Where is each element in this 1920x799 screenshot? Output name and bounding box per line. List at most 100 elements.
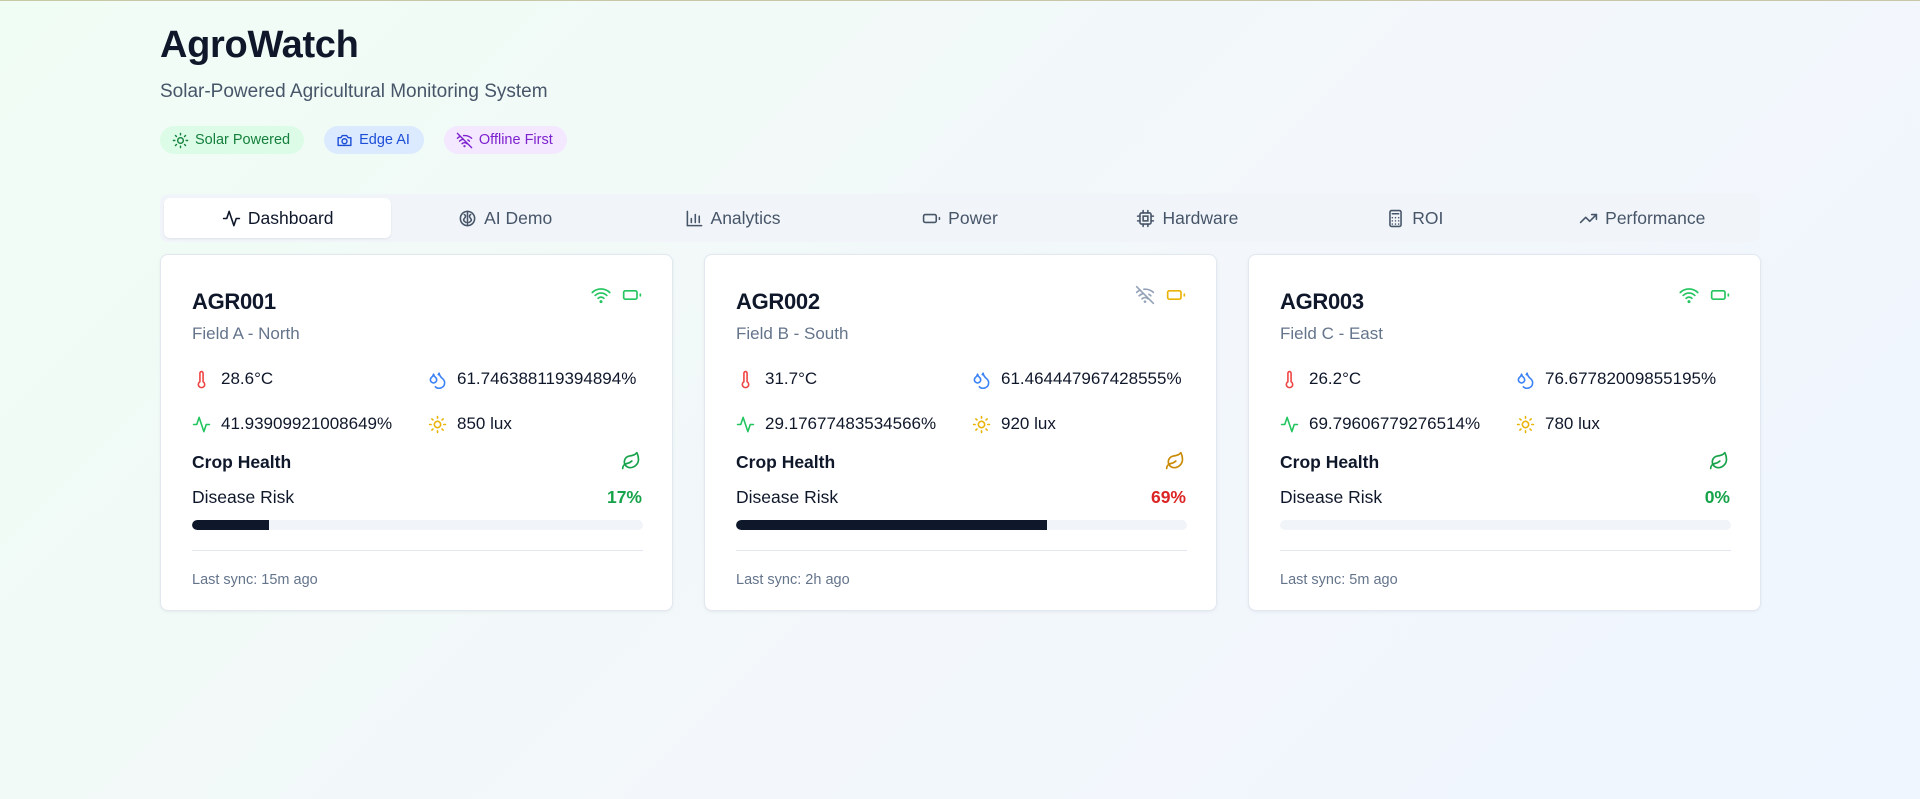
activity-icon bbox=[222, 210, 241, 226]
wifi-off-icon bbox=[1135, 285, 1155, 305]
humidity-reading: 61.464447967428555% bbox=[972, 369, 1182, 389]
tab-label: Analytics bbox=[710, 207, 781, 228]
tab-label: ROI bbox=[1412, 207, 1444, 228]
temperature-reading: 28.6°C bbox=[192, 369, 273, 389]
temperature-value: 26.2°C bbox=[1309, 369, 1362, 388]
humidity-value: 76.67782009855195% bbox=[1545, 369, 1717, 388]
soil-moisture-value: 41.93909921008649% bbox=[221, 414, 393, 433]
badge-solar-powered: Solar Powered bbox=[160, 126, 305, 154]
battery-icon bbox=[622, 290, 642, 300]
wifi-icon bbox=[591, 288, 611, 304]
badge-edge-ai: Edge AI bbox=[324, 126, 424, 154]
temperature-reading: 26.2°C bbox=[1280, 369, 1361, 389]
disease-risk-bar bbox=[736, 520, 1187, 530]
temperature-value: 31.7°C bbox=[765, 369, 818, 388]
tab-analytics[interactable]: Analytics bbox=[619, 198, 846, 238]
humidity-reading: 76.67782009855195% bbox=[1516, 369, 1716, 389]
disease-risk-bar bbox=[1280, 520, 1731, 530]
tab-label: Performance bbox=[1605, 207, 1706, 228]
battery-low-icon bbox=[1166, 290, 1186, 300]
disease-risk-value: 17% bbox=[606, 487, 642, 507]
disease-risk-label: Disease Risk bbox=[192, 487, 295, 507]
thermometer-icon bbox=[197, 370, 206, 388]
soil-moisture-value: 69.79606779276514% bbox=[1309, 414, 1481, 433]
tab-roi[interactable]: ROI bbox=[1301, 198, 1528, 238]
leaf-icon bbox=[1709, 451, 1728, 470]
tab-ai-demo[interactable]: AI Demo bbox=[391, 198, 618, 238]
wifi-off-icon bbox=[456, 132, 473, 148]
thermometer-icon bbox=[1285, 370, 1294, 388]
sun-icon bbox=[172, 132, 189, 148]
device-card-agr002[interactable]: AGR002 Field B - South 31.7°C 61.4644479… bbox=[704, 254, 1217, 611]
sun-icon bbox=[972, 415, 991, 433]
disease-risk-bar-fill bbox=[736, 520, 1048, 530]
soil-moisture-reading: 41.93909921008649% bbox=[192, 414, 392, 434]
sun-icon bbox=[428, 415, 447, 433]
activity-icon bbox=[1280, 416, 1299, 432]
temperature-reading: 31.7°C bbox=[736, 369, 817, 389]
last-sync: Last sync: 15m ago bbox=[192, 572, 318, 588]
disease-risk-label: Disease Risk bbox=[736, 487, 839, 507]
humidity-value: 61.746388119394894% bbox=[457, 369, 637, 388]
humidity-reading: 61.746388119394894% bbox=[428, 369, 636, 389]
tab-label: Power bbox=[948, 207, 998, 228]
droplets-icon bbox=[429, 371, 446, 389]
crop-health-label: Crop Health bbox=[736, 452, 836, 472]
badge-offline-first: Offline First bbox=[443, 126, 567, 154]
device-card-agr001[interactable]: AGR001 Field A - North 28.6°C 61.7463881… bbox=[160, 254, 673, 611]
leaf-icon bbox=[1165, 451, 1184, 470]
badge-label: Edge AI bbox=[359, 132, 410, 148]
last-sync: Last sync: 5m ago bbox=[1280, 572, 1398, 588]
wifi-icon bbox=[1679, 288, 1699, 304]
device-status bbox=[591, 285, 642, 305]
bar-chart-icon bbox=[686, 210, 702, 226]
crop-health-label: Crop Health bbox=[192, 452, 292, 472]
cpu-icon bbox=[1137, 209, 1155, 227]
device-id: AGR003 bbox=[1280, 289, 1364, 314]
tab-performance[interactable]: Performance bbox=[1529, 198, 1756, 238]
humidity-value: 61.464447967428555% bbox=[1001, 369, 1182, 388]
crop-health-label: Crop Health bbox=[1280, 452, 1380, 472]
light-reading: 850 lux bbox=[428, 414, 512, 434]
temperature-value: 28.6°C bbox=[221, 369, 274, 388]
tab-dashboard[interactable]: Dashboard bbox=[164, 198, 392, 238]
disease-risk-value: 69% bbox=[1150, 487, 1186, 507]
light-value: 780 lux bbox=[1545, 414, 1600, 433]
disease-risk-value: 0% bbox=[1704, 487, 1730, 507]
light-reading: 780 lux bbox=[1516, 414, 1600, 434]
tab-hardware[interactable]: Hardware bbox=[1074, 198, 1301, 238]
device-id: AGR001 bbox=[192, 289, 276, 314]
badge-label: Offline First bbox=[478, 132, 553, 148]
device-card-agr003[interactable]: AGR003 Field C - East 26.2°C 76.67782009… bbox=[1248, 254, 1761, 611]
soil-moisture-reading: 29.17677483534566% bbox=[736, 414, 936, 434]
device-location: Field C - East bbox=[1280, 324, 1383, 343]
brain-icon bbox=[459, 210, 476, 226]
activity-icon bbox=[192, 416, 211, 432]
card-divider bbox=[1280, 550, 1731, 551]
sun-icon bbox=[1516, 415, 1535, 433]
camera-icon bbox=[337, 134, 352, 146]
light-value: 920 lux bbox=[1001, 414, 1056, 433]
droplets-icon bbox=[1517, 371, 1534, 389]
activity-icon bbox=[736, 416, 755, 432]
card-divider bbox=[192, 550, 643, 551]
disease-risk-label: Disease Risk bbox=[1280, 487, 1383, 507]
device-id: AGR002 bbox=[736, 289, 820, 314]
page-subtitle: Solar-Powered Agricultural Monitoring Sy… bbox=[160, 81, 548, 102]
battery-icon bbox=[1710, 290, 1730, 300]
device-cards: AGR001 Field A - North 28.6°C 61.7463881… bbox=[160, 254, 1761, 611]
tab-label: Dashboard bbox=[247, 207, 334, 228]
soil-moisture-reading: 69.79606779276514% bbox=[1280, 414, 1480, 434]
light-value: 850 lux bbox=[457, 414, 512, 433]
tab-power[interactable]: Power bbox=[846, 198, 1073, 238]
thermometer-icon bbox=[741, 370, 750, 388]
device-status bbox=[1135, 285, 1186, 305]
tab-label: AI Demo bbox=[484, 207, 553, 228]
battery-icon bbox=[922, 213, 941, 223]
soil-moisture-value: 29.17677483534566% bbox=[765, 414, 937, 433]
feature-badges: Solar Powered Edge AI Offline First bbox=[160, 126, 567, 154]
light-reading: 920 lux bbox=[972, 414, 1056, 434]
main-tabs: Dashboard AI Demo Analytics Power Hardwa… bbox=[160, 194, 1760, 242]
badge-label: Solar Powered bbox=[195, 132, 291, 148]
disease-risk-bar-fill bbox=[192, 520, 269, 530]
